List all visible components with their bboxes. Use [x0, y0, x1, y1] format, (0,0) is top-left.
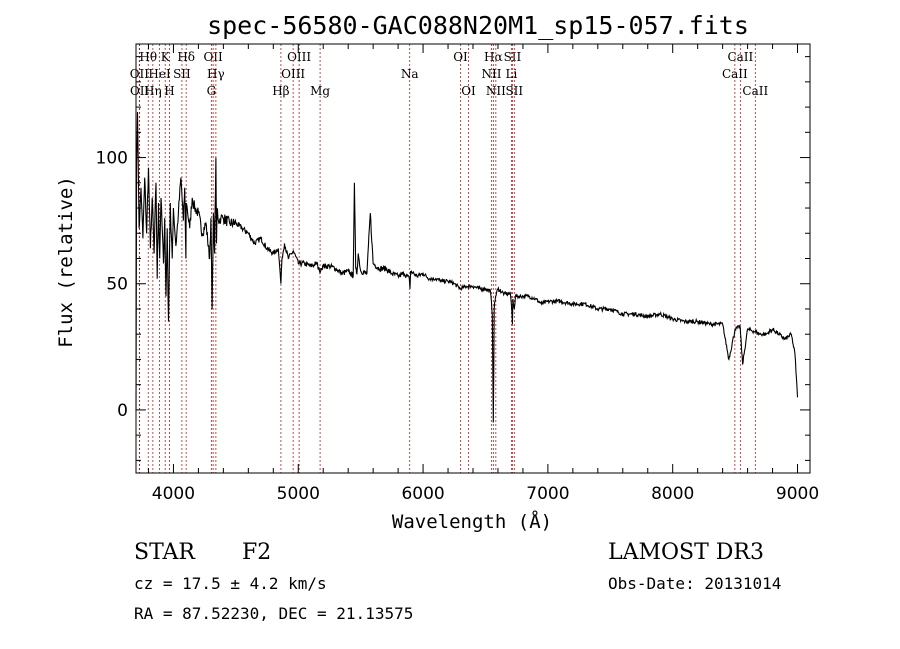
y-tick-label-100: 100 — [96, 149, 128, 169]
redshift-cz: cz = 17.5 ± 4.2 km/s — [134, 574, 327, 593]
marker-label-9: OII — [203, 50, 223, 64]
marker-label-24: SII — [505, 84, 523, 98]
survey-name: LAMOST DR3 — [608, 540, 764, 565]
x-axis-label: Wavelength (Å) — [392, 510, 552, 533]
spectrum-line — [135, 112, 799, 423]
marker-label-17: OI — [453, 50, 468, 64]
marker-label-22: Li — [506, 67, 518, 81]
y-tick-label-50: 50 — [106, 275, 128, 295]
observation-date: Obs-Date: 20131014 — [608, 574, 782, 593]
marker-label-14: Hβ — [272, 84, 289, 98]
y-tick-label-0: 0 — [117, 401, 128, 421]
x-tick-label-6000: 6000 — [401, 484, 444, 504]
marker-label-15: Mg — [310, 84, 330, 98]
axis-ticks: 4000 5000 6000 7000 8000 9000 0 50 100 — [96, 44, 819, 504]
marker-label-23: NII — [486, 84, 506, 98]
marker-label-20: SII — [504, 50, 522, 64]
marker-label-4: K — [161, 50, 171, 64]
marker-label-13: OIII — [281, 67, 305, 81]
marker-label-11: G — [207, 84, 217, 98]
marker-label-26: CaII — [722, 67, 748, 81]
marker-label-25: CaII — [727, 50, 753, 64]
y-axis-label: Flux (relative) — [55, 176, 77, 348]
x-tick-label-8000: 8000 — [651, 484, 694, 504]
marker-label-5: HeI — [148, 67, 171, 81]
marker-label-3: Hη — [144, 84, 162, 98]
marker-label-6: SII — [173, 67, 191, 81]
marker-label-2: OII — [130, 84, 150, 98]
marker-label-19: Hα — [484, 50, 503, 64]
marker-label-8: Hδ — [177, 50, 195, 64]
x-tick-label-4000: 4000 — [152, 484, 195, 504]
marker-label-27: CaII — [742, 84, 768, 98]
chart-title: spec-56580-GAC088N20M1_sp15-057.fits — [207, 11, 749, 40]
x-tick-label-7000: 7000 — [526, 484, 569, 504]
object-subclass: F2 — [242, 540, 272, 565]
plot-frame — [135, 43, 811, 474]
marker-label-10: Hγ — [207, 67, 225, 81]
marker-label-21: NII — [481, 67, 501, 81]
x-tick-label-9000: 9000 — [776, 484, 819, 504]
marker-label-12: OIII — [287, 50, 311, 64]
marker-label-18: OI — [461, 84, 476, 98]
marker-label-7: H — [164, 84, 174, 98]
coordinates: RA = 87.52230, DEC = 21.13575 — [134, 604, 414, 623]
marker-label-16: Na — [401, 67, 419, 81]
x-tick-label-5000: 5000 — [277, 484, 320, 504]
object-class: STAR — [134, 540, 195, 565]
marker-label-0: Hθ — [139, 50, 157, 64]
